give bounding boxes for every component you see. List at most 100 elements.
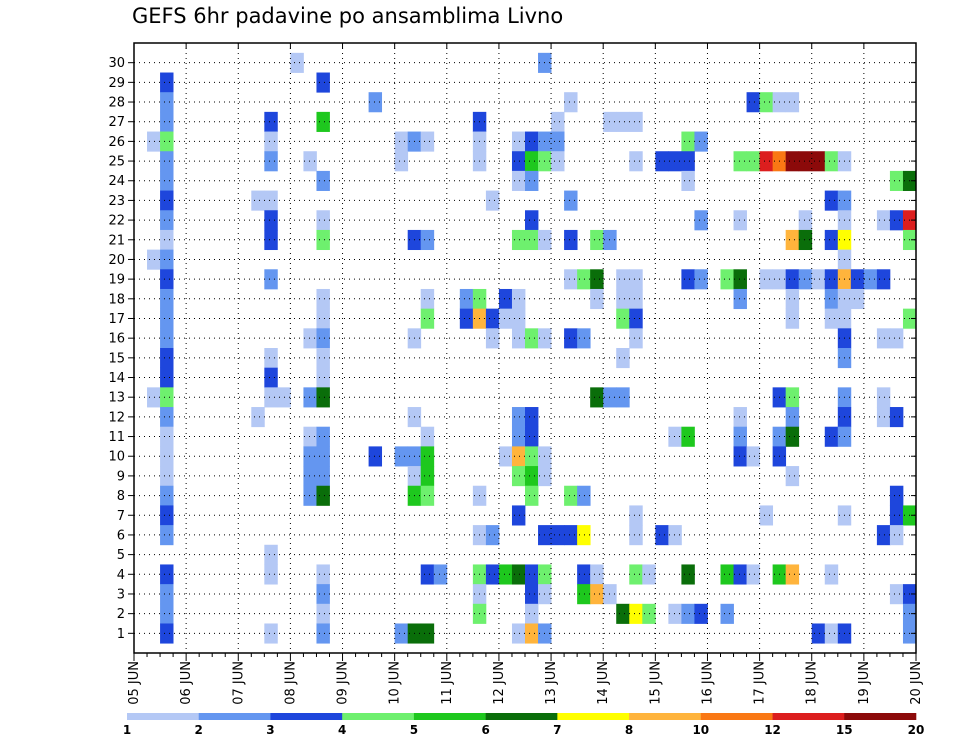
data-cell-m22-t57: [876, 210, 891, 231]
data-cell-m7-t38: [629, 505, 643, 526]
data-cell-m12-t50: [785, 407, 800, 428]
data-cell-m18-t29: [511, 288, 526, 310]
data-cell-m23-t2: [160, 190, 174, 211]
data-cell-m16-t38: [629, 328, 643, 349]
data-cell-m11-t53: [824, 426, 839, 447]
data-cell-m20-t1: [147, 249, 161, 270]
data-cell-m22-t43: [694, 210, 708, 231]
data-cell-m4-t34: [577, 564, 591, 585]
data-cell-m18-t35: [590, 288, 604, 310]
data-cell-m19-t43: [694, 269, 708, 290]
data-cell-m12-t29: [511, 407, 526, 428]
data-cell-m16-t27: [485, 328, 500, 349]
y-tick-label: 30: [108, 56, 125, 71]
data-cell-m10-t22: [420, 446, 435, 467]
data-cell-m8-t34: [577, 485, 591, 506]
data-cell-m2-t30: [525, 603, 539, 624]
data-cell-m25-t41: [668, 151, 682, 172]
x-date-label: 16 JUN: [701, 661, 716, 705]
y-tick-label: 21: [108, 233, 125, 248]
data-cell-m16-t30: [525, 328, 539, 349]
data-cell-m18-t2: [160, 288, 174, 310]
data-cell-m25-t38: [629, 151, 643, 172]
data-cell-m10-t18: [368, 446, 383, 467]
data-cell-m18-t38: [629, 288, 643, 310]
data-cell-m7-t29: [511, 505, 526, 526]
x-date-label: 08 JUN: [283, 661, 298, 705]
chart-title: GEFS 6hr padavine po ansamblima Livno: [132, 4, 564, 28]
data-cell-m4-t42: [681, 564, 695, 585]
data-cell-m4-t35: [590, 564, 604, 585]
data-cell-m12-t57: [876, 407, 891, 428]
data-cell-m19-t48: [759, 269, 774, 290]
data-cell-m16-t13: [303, 328, 317, 349]
data-cell-m9-t30: [525, 466, 539, 487]
data-cell-m14-t2: [160, 367, 174, 388]
legend-label: 10: [692, 723, 709, 737]
data-cell-m25-t47: [746, 151, 760, 172]
data-cell-m25-t53: [824, 151, 839, 172]
data-cell-m22-t51: [798, 210, 813, 231]
data-cell-m19-t53: [824, 269, 839, 290]
data-cell-m10-t14: [316, 446, 330, 467]
data-cell-m25-t13: [303, 151, 317, 172]
data-cell-m7-t2: [160, 505, 174, 526]
data-cell-m1-t2: [160, 623, 174, 644]
data-cell-m10-t46: [733, 446, 747, 467]
data-cell-m8-t33: [564, 485, 578, 506]
data-cell-m9-t29: [511, 466, 526, 487]
y-tick-label: 10: [108, 450, 125, 465]
data-cell-m2-t45: [720, 603, 734, 624]
data-cell-m25-t40: [655, 151, 669, 172]
y-tick-label: 2: [117, 607, 125, 622]
data-cell-m6-t58: [889, 525, 904, 546]
data-cell-m4-t14: [316, 564, 330, 585]
y-tick-label: 27: [108, 115, 125, 130]
data-cell-m19-t42: [681, 269, 695, 290]
data-cell-m1-t22: [420, 623, 435, 644]
y-tick-label: 1: [117, 627, 125, 642]
data-cell-m11-t13: [303, 426, 317, 447]
data-cell-m25-t46: [733, 151, 747, 172]
data-cell-m19-t57: [876, 269, 891, 290]
data-cell-m21-t35: [590, 229, 604, 251]
data-cell-m17-t37: [616, 308, 630, 329]
data-cell-m8-t2: [160, 485, 174, 506]
y-tick-label: 24: [108, 174, 125, 189]
data-cell-m6-t34: [577, 525, 591, 546]
data-cell-m4-t28: [498, 564, 513, 585]
data-cell-m13-t2: [160, 387, 174, 408]
data-cell-m6-t27: [485, 525, 500, 546]
data-cell-m23-t33: [564, 190, 578, 211]
legend-label: 5: [410, 723, 418, 737]
data-cell-m12-t2: [160, 407, 174, 428]
data-cell-m20-t2: [160, 249, 174, 270]
data-cell-m29-t2: [160, 72, 174, 93]
data-cell-m21-t33: [564, 229, 578, 251]
data-cell-m17-t14: [316, 308, 330, 329]
data-cell-m18-t46: [733, 288, 747, 310]
data-cell-m26-t10: [264, 131, 278, 152]
data-cell-m26-t20: [394, 131, 409, 152]
data-cell-m26-t2: [160, 131, 174, 152]
data-cell-m8-t30: [525, 485, 539, 506]
legend-label: 3: [266, 723, 274, 737]
data-cell-m4-t47: [746, 564, 760, 585]
data-cell-m26-t22: [420, 131, 435, 152]
data-cell-m17-t29: [511, 308, 526, 329]
data-cell-m23-t9: [251, 190, 265, 211]
data-cell-m16-t58: [889, 328, 904, 349]
data-cell-m22-t14: [316, 210, 330, 231]
data-cell-m25-t48: [759, 151, 774, 172]
data-cell-m19-t50: [785, 269, 800, 290]
data-cell-m19-t33: [564, 269, 578, 290]
y-tick-label: 18: [108, 292, 125, 307]
data-cell-m21-t10: [264, 229, 278, 251]
data-cell-m3-t14: [316, 584, 330, 605]
x-date-label: 19 JUN: [857, 661, 872, 705]
data-cell-m6-t40: [655, 525, 669, 546]
data-cell-m26-t1: [147, 131, 161, 152]
data-cell-m17-t2: [160, 308, 174, 329]
data-cell-m26-t32: [551, 131, 565, 152]
